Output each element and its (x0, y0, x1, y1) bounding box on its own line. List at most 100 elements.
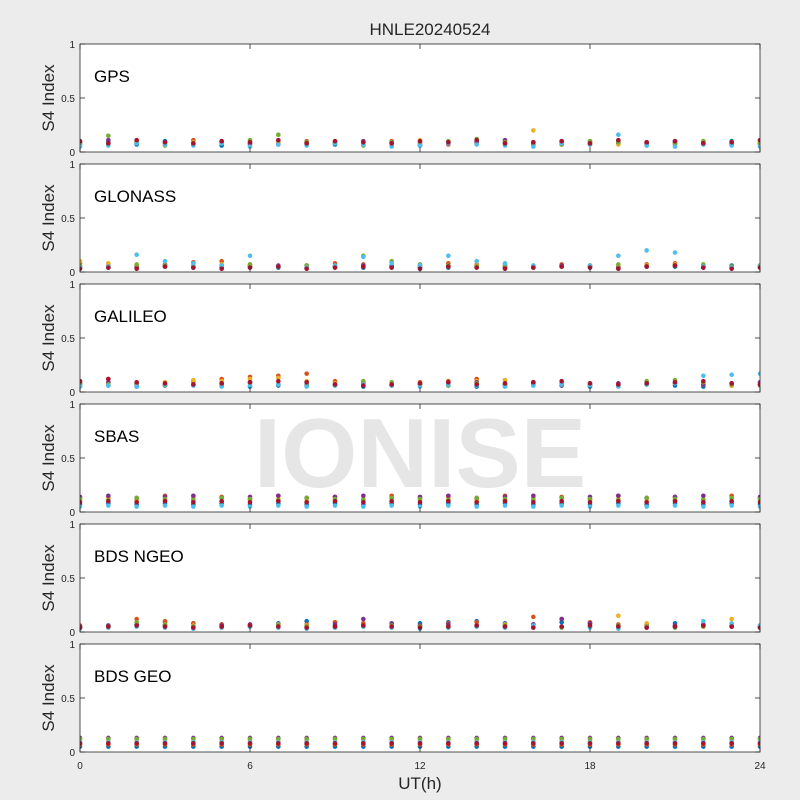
data-point (80, 258, 83, 264)
data-point (701, 504, 706, 509)
watermark: IONISE (254, 398, 586, 508)
y-axis-label: S4 Index (39, 184, 58, 252)
data-point (162, 139, 168, 145)
data-point (644, 621, 649, 626)
data-point (729, 498, 734, 504)
data-point (531, 139, 536, 145)
data-point (191, 261, 196, 266)
data-point (446, 503, 451, 508)
data-point (729, 139, 734, 145)
panel-4: 0 0.5 1 S4 Index BDS NGEO (39, 520, 761, 639)
data-point (701, 499, 706, 505)
data-point (80, 144, 83, 149)
y-tick-label: 1 (69, 280, 75, 291)
data-point (389, 498, 394, 504)
data-point (559, 741, 564, 746)
panel-data-marks (80, 735, 760, 749)
data-point (729, 736, 734, 742)
data-point (417, 263, 423, 268)
data-point (389, 741, 394, 746)
data-point (304, 741, 309, 746)
data-point (559, 264, 564, 269)
data-point (587, 504, 593, 509)
data-point (247, 383, 253, 388)
panel-label: BDS GEO (94, 667, 171, 686)
data-point (474, 499, 479, 505)
data-point (644, 495, 649, 501)
data-point (417, 384, 423, 389)
x-tick-label: 6 (247, 761, 253, 772)
data-point (559, 138, 564, 144)
data-point (106, 261, 111, 266)
data-point (616, 493, 621, 499)
data-point (701, 265, 706, 270)
panel-label: GLONASS (94, 187, 176, 206)
data-point (106, 736, 111, 742)
data-point (502, 736, 508, 742)
data-point (247, 496, 253, 502)
data-point (332, 498, 338, 504)
data-point (616, 503, 621, 508)
data-point (134, 379, 139, 385)
data-point (389, 265, 394, 270)
data-point (672, 503, 678, 508)
data-point (616, 613, 621, 619)
data-point (474, 137, 479, 143)
data-point (701, 741, 706, 746)
y-tick-label: 1 (69, 400, 75, 411)
data-point (304, 736, 309, 742)
data-point (672, 250, 678, 255)
data-point (757, 625, 760, 630)
data-point (729, 266, 734, 272)
data-point (446, 741, 451, 746)
y-tick-label: 0 (69, 628, 75, 639)
y-tick-label: 0.5 (61, 454, 75, 465)
panel-plot-area (80, 44, 760, 152)
data-point (531, 128, 536, 133)
data-point (191, 265, 196, 270)
data-point (389, 144, 394, 149)
data-point (361, 493, 366, 499)
data-point (474, 736, 479, 742)
data-point (729, 621, 734, 626)
data-point (417, 138, 423, 144)
data-point (559, 736, 564, 742)
data-point (757, 144, 760, 149)
data-point (134, 137, 139, 143)
y-axis-label: S4 Index (39, 304, 58, 372)
data-point (701, 141, 706, 146)
y-tick-label: 0 (69, 148, 75, 159)
data-point (502, 381, 508, 386)
data-point (644, 381, 649, 386)
data-point (162, 381, 168, 386)
data-point (106, 493, 111, 499)
data-point (644, 736, 649, 742)
data-point (644, 625, 649, 630)
data-point (559, 382, 564, 387)
data-point (191, 499, 196, 505)
data-point (672, 498, 678, 504)
y-tick-label: 0 (69, 388, 75, 399)
data-point (729, 503, 734, 508)
data-point (559, 619, 564, 625)
data-point (389, 141, 394, 146)
data-point (247, 262, 253, 267)
data-point (587, 736, 593, 742)
data-point (191, 741, 196, 746)
data-point (502, 624, 508, 629)
data-point (361, 623, 366, 628)
data-point (276, 142, 281, 147)
data-point (757, 382, 760, 387)
panel-plot-area (80, 284, 760, 392)
data-point (276, 741, 281, 746)
data-point (729, 616, 734, 622)
data-point (616, 137, 621, 143)
data-point (587, 741, 593, 746)
data-point (644, 504, 649, 509)
y-tick-label: 0.5 (61, 214, 75, 225)
data-point (361, 736, 366, 742)
data-point (191, 493, 196, 499)
data-point (332, 138, 338, 144)
y-axis-label: S4 Index (39, 64, 58, 132)
y-tick-label: 1 (69, 160, 75, 171)
